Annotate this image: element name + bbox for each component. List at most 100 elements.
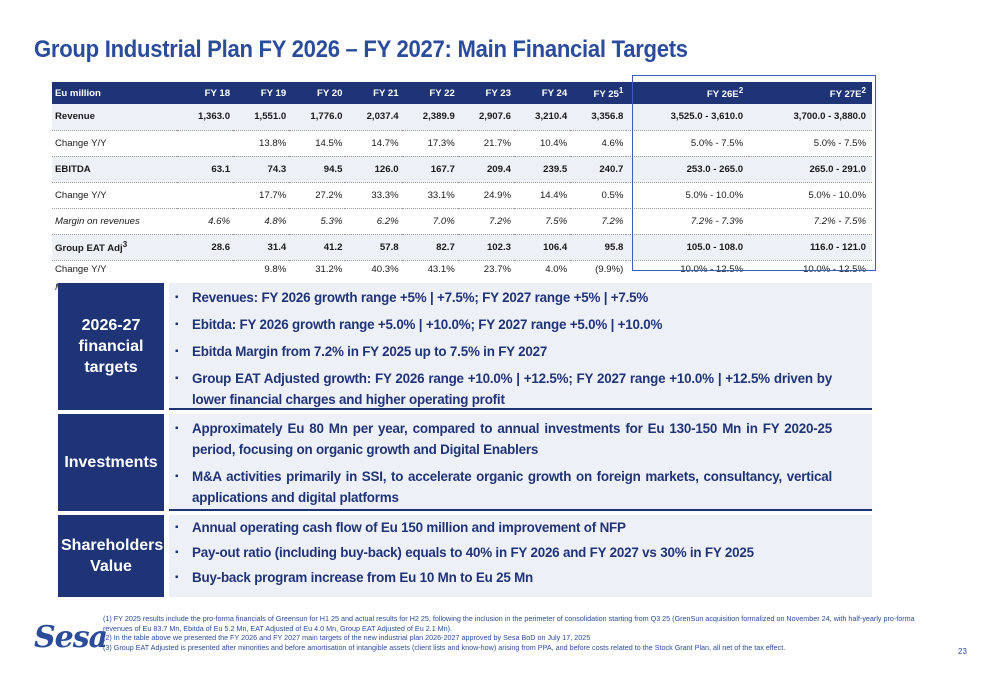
row-label-text: Margin on revenues bbox=[55, 215, 140, 227]
table-cell: 14.4% bbox=[513, 182, 571, 209]
table-cell: 23.7% bbox=[483, 263, 511, 275]
table-cell: 116.0 - 121.0 bbox=[749, 234, 872, 261]
footnote: (2) In the table above we presented the … bbox=[103, 633, 591, 643]
table-cell: 5.0% - 7.5% bbox=[626, 130, 750, 157]
table-row: Margin on revenues 4.6% 4.8% 5.3% 6.2% 7.0% 7.… bbox=[52, 208, 872, 235]
header-cell: FY 21 bbox=[345, 82, 402, 104]
row-label: Change Y/Y bbox=[52, 182, 177, 209]
table-cell: 4.8% bbox=[233, 208, 290, 235]
table-cell: 33.1% bbox=[401, 182, 458, 209]
footnote: (1) FY 2025 results include the pro-form… bbox=[103, 614, 915, 633]
table-cell: 10.4% bbox=[513, 130, 571, 157]
table-cell: 3,700.0 - 3,880.0 bbox=[749, 104, 872, 131]
table-cell: 167.7 bbox=[401, 156, 458, 183]
bullet-point: Approximately Eu 80 Mn per year, compare… bbox=[174, 418, 832, 460]
row-label-text: Revenue bbox=[55, 111, 95, 123]
row-label: Change Y/Y bbox=[52, 130, 177, 157]
row-label-text: Group EAT Adj bbox=[55, 243, 123, 255]
table-cell: 240.7 bbox=[570, 156, 627, 183]
table-cell: 27.2% bbox=[289, 182, 346, 209]
bullet-point: M&A activities primarily in SSI, to acce… bbox=[174, 466, 832, 508]
footnote-ref: 2 bbox=[738, 85, 744, 95]
table-cell: 4.0% bbox=[545, 263, 568, 275]
footnotes: (1) FY 2025 results include the pro-form… bbox=[103, 614, 933, 652]
row-label: Change Y/Y bbox=[52, 260, 177, 278]
table-row: Group EAT Adj3 28.6 31.4 41.2 57.8 82.7 102.3 1… bbox=[52, 234, 872, 261]
table-row: Change Y/Y 13.8% 14.5% 14.7% 17.3% 21.7% 10.4%… bbox=[52, 130, 872, 157]
table-cell: 5.3% bbox=[289, 208, 346, 235]
header-cell: FY 24 bbox=[513, 82, 571, 104]
table-cell: 105.0 - 108.0 bbox=[626, 234, 750, 261]
header-cell: FY 23 bbox=[457, 82, 514, 104]
table-cell: 17.7% bbox=[233, 182, 290, 209]
header-cell: Eu million bbox=[52, 82, 177, 104]
table-cell: 5.0% - 7.5% bbox=[749, 130, 872, 157]
footnote-ref: 2 bbox=[861, 85, 866, 95]
section-shareholders-value: Shareholders Value Annual operating cash… bbox=[58, 515, 872, 597]
bullet-point: Ebitda: FY 2026 growth range +5.0% | +10… bbox=[174, 314, 832, 335]
section-body-investments: Approximately Eu 80 Mn per year, compare… bbox=[169, 414, 872, 511]
table-cell: 7.2% - 7.5% bbox=[749, 208, 872, 235]
table-cell: 31.4 bbox=[233, 234, 290, 261]
table-cell: 3,356.8 bbox=[570, 104, 627, 131]
row-label-text: EBITDA bbox=[55, 163, 91, 175]
table-cell: 74.3 bbox=[233, 156, 290, 183]
section-label-investments: Investments bbox=[58, 414, 164, 511]
table-cell: 41.2 bbox=[289, 234, 346, 261]
header-cell: FY 26E2 bbox=[626, 82, 750, 104]
page-title: Group Industrial Plan FY 2026 – FY 2027:… bbox=[34, 36, 688, 63]
table-row: Change Y/Y 17.7% 27.2% 33.3% 33.1% 24.9% 14.4%… bbox=[52, 182, 872, 209]
table-cell: 7.2% - 7.3% bbox=[626, 208, 750, 235]
table-cell: 5.0% - 10.0% bbox=[626, 182, 750, 209]
header-cell: FY 22 bbox=[401, 82, 458, 104]
header-label: FY 27E bbox=[829, 89, 862, 101]
section-label-text: Shareholders Value bbox=[61, 537, 164, 575]
table-cell: 106.4 bbox=[513, 234, 571, 261]
table-cell: 126.0 bbox=[345, 156, 402, 183]
header-label: FY 25 bbox=[593, 89, 619, 101]
header-cell: FY 27E2 bbox=[749, 82, 872, 104]
section-body-shareholders: Annual operating cash flow of Eu 150 mil… bbox=[169, 515, 872, 597]
table-cell: 28.6 bbox=[176, 234, 234, 261]
table-cell: 94.5 bbox=[289, 156, 346, 183]
table-cell: 0.5% bbox=[570, 182, 627, 209]
table-cell: (9.9%) bbox=[595, 263, 624, 275]
table-cell: 265.0 - 291.0 bbox=[749, 156, 872, 183]
table-body: Revenue 1,363.0 1,551.0 1,776.0 2,037.4 2,389… bbox=[52, 104, 872, 296]
table-cell: 63.1 bbox=[176, 156, 234, 183]
table-row: Revenue 1,363.0 1,551.0 1,776.0 2,037.4 2,389… bbox=[52, 104, 872, 131]
sesa-logo: Sesa bbox=[34, 620, 108, 655]
section-label-text: 2026-27 financial targets bbox=[78, 317, 144, 376]
bullet-point: Revenues: FY 2026 growth range +5% | +7.… bbox=[174, 287, 832, 308]
table-cell: 4.6% bbox=[176, 208, 234, 235]
footnote-ref: 3 bbox=[122, 239, 128, 249]
section-body-targets: Revenues: FY 2026 growth range +5% | +7.… bbox=[169, 283, 872, 410]
row-label-text: Change Y/Y bbox=[55, 263, 107, 275]
row-label: Group EAT Adj3 bbox=[52, 234, 177, 261]
table-row: EBITDA 63.1 74.3 94.5 126.0 167.7 209.4 239.5 24… bbox=[52, 156, 872, 183]
footnote: (3) Group EAT Adjusted is presented afte… bbox=[103, 642, 786, 652]
table-cell: 1,363.0 bbox=[176, 104, 234, 131]
header-cell: FY 251 bbox=[570, 82, 627, 104]
table-cell: 95.8 bbox=[570, 234, 627, 261]
table-cell: 43.1% bbox=[427, 263, 455, 275]
table-cell: 14.7% bbox=[345, 130, 402, 157]
table-cell bbox=[176, 130, 234, 157]
table-cell: 7.5% bbox=[513, 208, 571, 235]
footnote-ref: 1 bbox=[618, 85, 624, 95]
row-label: EBITDA bbox=[52, 156, 177, 183]
table-row: Change Y/Y 9.8% 31.2% 40.3% 43.1% 23.7% 4.0% (9… bbox=[52, 260, 872, 278]
table-cell: 6.2% bbox=[345, 208, 402, 235]
header-cell: FY 18 bbox=[176, 82, 234, 104]
financial-targets-table: Eu million FY 18 FY 19 FY 20 FY 21 FY 22… bbox=[52, 82, 872, 296]
bullet-point: Group EAT Adjusted growth: FY 2026 range… bbox=[174, 368, 832, 410]
table-cell: 31.2% bbox=[315, 263, 343, 275]
section-financial-targets: 2026-27 financial targets Revenues: FY 2… bbox=[58, 283, 872, 410]
section-label-targets: 2026-27 financial targets bbox=[58, 283, 164, 410]
row-label-text: Change Y/Y bbox=[55, 189, 107, 201]
table-cell: 209.4 bbox=[457, 156, 514, 183]
section-investments: Investments Approximately Eu 80 Mn per y… bbox=[58, 414, 872, 511]
table-cell: 24.9% bbox=[457, 182, 514, 209]
table-cell: 4.6% bbox=[570, 130, 627, 157]
table-cell bbox=[176, 182, 234, 209]
